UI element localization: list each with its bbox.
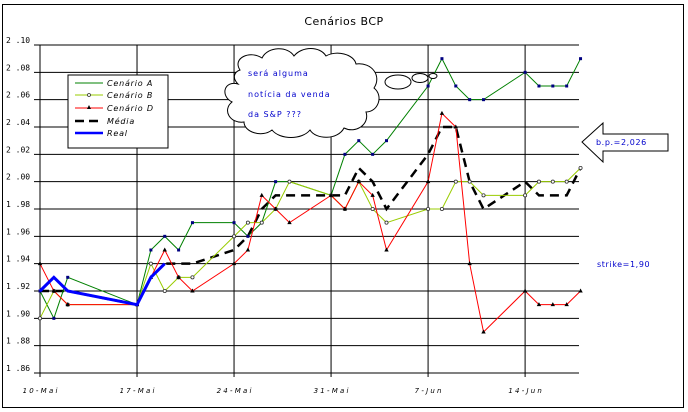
legend-item-media: Média [75,116,135,126]
data-series [37,57,583,334]
y-tick-label: 2 .08 [6,63,30,72]
svg-text:Cenário B: Cenário B [107,91,153,100]
series-real [38,262,166,307]
bp-arrow-callout: b.p.=2,026 [581,121,669,164]
legend-item-real: Real [75,129,128,138]
legend-item-cenario-d: Cenário D [75,104,154,113]
y-tick-label: 1 .86 [6,364,30,373]
x-tick-label: 1 0 - M a i [23,387,58,395]
svg-text:b.p.=2,026: b.p.=2,026 [596,138,647,147]
svg-text:Cenário A: Cenário A [107,79,153,88]
x-tick-label: 1 4 - J u n [508,387,542,395]
legend-item-cenario-a: Cenário A [75,79,153,88]
y-tick-label: 1 .90 [6,309,30,318]
legend-item-cenario-b: Cenário B [75,91,153,100]
svg-text:Real: Real [107,129,128,138]
x-tick-label: 3 1 - M a i [314,387,349,395]
series-cen-rio-b [38,165,583,321]
y-tick-label: 1 .88 [6,337,30,346]
y-tick-label: 1 .98 [6,200,30,209]
svg-text:Média: Média [107,116,135,126]
y-axis-ticks: 2 .10 2 .08 2 .06 2 .04 2 .02 2 .00 1 .98 1 .96… [6,36,30,373]
x-tick-label: 7 - J u n [415,387,442,395]
x-axis-ticks: 1 0 - M a i 1 7 - M a i 2 4 - M a i 3 1 - M… [23,387,542,395]
y-tick-label: 2 .00 [6,173,30,182]
chart-title: Cenários BCP [304,15,383,28]
y-tick-label: 1 .96 [6,227,30,236]
series-m-dia [40,125,582,307]
svg-text:será alguma: será alguma [248,69,309,78]
y-tick-label: 2 .04 [6,118,30,127]
y-tick-label: 1 .94 [6,255,30,264]
y-tick-label: 2 .02 [6,145,30,154]
x-tick-label: 1 7 - M a i [120,387,155,395]
svg-text:da S&P ???: da S&P ??? [248,110,302,119]
series-cen-rio-d [37,110,583,334]
y-tick-label: 2 .06 [6,91,30,100]
y-tick-label: 1 .92 [6,282,30,291]
thought-bubble-annotation: será alguma notícia da venda da S&P ??? [224,48,438,138]
x-tick-label: 2 4 - M a i [217,387,252,395]
legend: Cenário A Cenário B Cenário D Média Real [67,74,169,149]
y-tick-label: 2 .10 [6,36,30,45]
svg-text:notícia da venda: notícia da venda [248,90,331,99]
strike-label: strike=1,90 [597,260,650,269]
svg-text:Cenário D: Cenário D [107,104,154,113]
